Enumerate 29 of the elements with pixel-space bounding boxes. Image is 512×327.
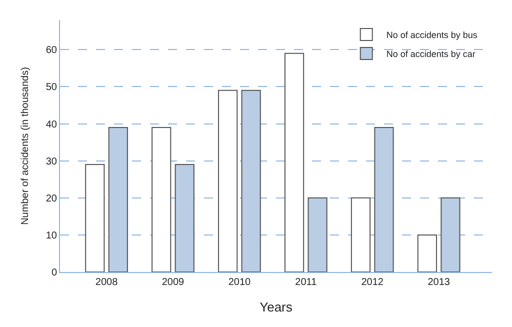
bar [218, 90, 238, 272]
bar [350, 197, 371, 272]
y-tick-label: 50 [46, 82, 58, 94]
y-tick-label: 10 [46, 230, 58, 242]
x-tick-label: 2012 [361, 277, 384, 288]
bar [440, 197, 460, 272]
x-tick-label: 2008 [95, 277, 118, 288]
x-tick-label: 2009 [162, 277, 185, 288]
y-axis-title: Number of accidents (in thousands) [20, 67, 31, 225]
bar [374, 126, 394, 272]
legend-label: No of accidents by car [386, 49, 476, 60]
legend-label: No of accidents by bus [386, 30, 478, 40]
y-tick-label: 0 [51, 268, 58, 278]
x-axis-title: Years [260, 300, 293, 315]
y-tick-label: 60 [46, 45, 58, 56]
bar [284, 52, 304, 272]
y-tick-label: 40 [46, 119, 58, 130]
x-tick-label: 2010 [228, 277, 252, 288]
x-tick-label: 2011 [295, 277, 318, 288]
bar [174, 164, 194, 272]
x-tick-label: 2013 [428, 277, 450, 288]
bar [241, 90, 261, 272]
y-tick-label: 20 [46, 193, 58, 204]
bar [152, 126, 172, 272]
bar [108, 126, 128, 272]
bar [417, 234, 437, 272]
bar [85, 164, 105, 272]
bar [308, 197, 328, 272]
y-tick-label: 30 [46, 156, 58, 168]
